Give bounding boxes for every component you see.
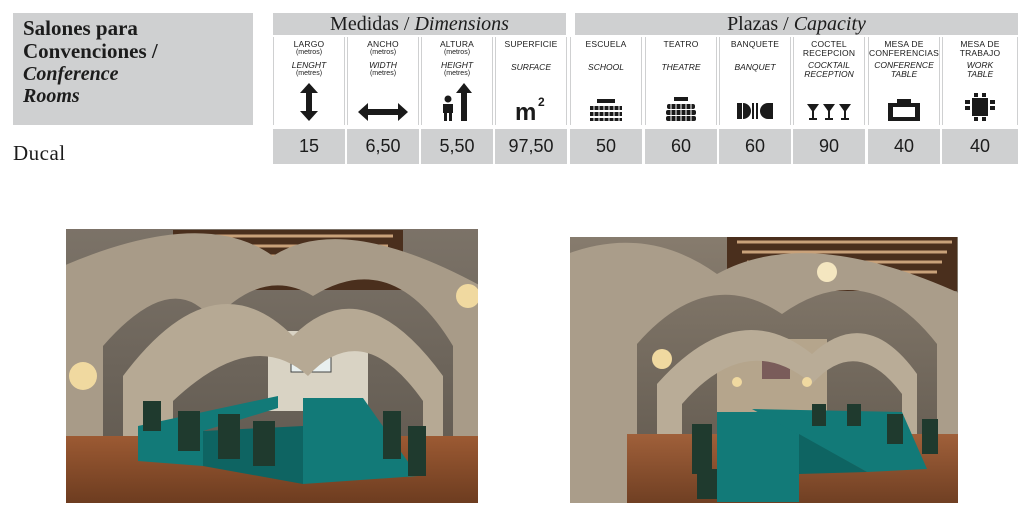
column-label-en: WIDTH xyxy=(369,60,397,70)
value-height: 5,50 xyxy=(421,129,493,164)
column-label-es: MESA DE CONFERENCIAS xyxy=(869,39,939,58)
column-label-en: LENGHT xyxy=(291,60,327,70)
column-label-en: BANQUET xyxy=(734,62,776,72)
column-unit-en: (metres) xyxy=(295,70,323,77)
title-line-4: Rooms xyxy=(23,85,80,107)
column-label-es: ALTURA xyxy=(439,39,475,49)
column-banquet: BANQUETE BANQUET xyxy=(719,37,791,125)
square-meters-icon: m 2 xyxy=(496,95,566,121)
theatre-layout-icon xyxy=(646,95,716,121)
conference-hall-photo-1 xyxy=(63,226,481,506)
title-block: Salones para Convenciones / Conference R… xyxy=(13,13,253,125)
value-length: 15 xyxy=(273,129,345,164)
banquet-layout-icon xyxy=(720,95,790,121)
dimensions-header-en: Dimensions xyxy=(414,13,509,35)
column-label-es: COCTEL RECEPCION xyxy=(802,39,856,58)
column-label-en: THEATRE xyxy=(661,62,701,72)
column-label-en: COCKTAIL RECEPTION xyxy=(804,60,854,79)
column-length: LARGO (metros) LENGHT (metres) xyxy=(273,37,345,125)
column-unit-es: (metros) xyxy=(443,49,471,56)
column-label-es: SUPERFICIE xyxy=(504,39,558,49)
column-label-es: ESCUELA xyxy=(585,39,627,49)
title-line-1: Salones para xyxy=(23,16,138,40)
title-line-2: Convenciones / xyxy=(23,39,158,63)
column-unit-es: (metros) xyxy=(369,49,397,56)
vertical-arrow-icon xyxy=(274,83,344,121)
conference-table-icon xyxy=(869,95,939,121)
column-label-es: TEATRO xyxy=(663,39,699,49)
column-width: ANCHO (metros) WIDTH (metres) xyxy=(347,37,419,125)
column-height: ALTURA (metros) HEIGHT (metres) xyxy=(421,37,493,125)
column-label-en: SCHOOL xyxy=(588,62,624,72)
column-label-en: CONFERENCE TABLE xyxy=(874,60,934,79)
column-label-es: MESA DE TRABAJO xyxy=(959,39,1001,58)
value-surface: 97,50 xyxy=(495,129,567,164)
column-unit-en: (metres) xyxy=(443,70,471,77)
column-theatre: TEATRO THEATRE xyxy=(645,37,717,125)
dimensions-header-es: Medidas / xyxy=(330,13,415,35)
cocktail-glasses-icon xyxy=(794,95,864,121)
value-school: 50 xyxy=(570,129,642,164)
value-conference-table: 40 xyxy=(868,129,940,164)
column-unit-es: (metros) xyxy=(295,49,323,56)
capacity-header-es: Plazas / xyxy=(727,13,794,35)
title-es: Salones para Convenciones / xyxy=(23,17,158,63)
column-label-es: LARGO xyxy=(293,39,325,49)
column-label-es: BANQUETE xyxy=(730,39,780,49)
capacity-header: Plazas / Capacity xyxy=(575,13,1018,35)
column-unit-en: (metres) xyxy=(369,70,397,77)
column-label-es: ANCHO xyxy=(367,39,399,49)
person-height-icon xyxy=(422,83,492,121)
value-work-table: 40 xyxy=(942,129,1018,164)
svg-text:2: 2 xyxy=(538,95,545,109)
value-banquet: 60 xyxy=(719,129,791,164)
column-surface: SUPERFICIE SURFACE m 2 xyxy=(495,37,567,125)
column-conference-table: MESA DE CONFERENCIAS CONFERENCE TABLE xyxy=(868,37,940,125)
value-theatre: 60 xyxy=(645,129,717,164)
svg-text:m: m xyxy=(515,99,536,121)
work-table-icon xyxy=(943,93,1017,121)
horizontal-arrow-icon xyxy=(348,95,418,121)
column-label-en: SURFACE xyxy=(511,62,551,72)
capacity-header-en: Capacity xyxy=(793,13,866,35)
column-label-en: WORK TABLE xyxy=(966,60,994,79)
value-width: 6,50 xyxy=(347,129,419,164)
title-en: Conference Rooms xyxy=(23,63,119,107)
dimensions-header: Medidas / Dimensions xyxy=(273,13,566,35)
room-name: Ducal xyxy=(13,141,66,165)
column-school: ESCUELA SCHOOL xyxy=(570,37,642,125)
school-layout-icon xyxy=(571,95,641,121)
column-work-table: MESA DE TRABAJO WORK TABLE xyxy=(942,37,1018,125)
column-label-en: HEIGHT xyxy=(440,60,474,70)
conference-hall-photo-2 xyxy=(567,234,961,506)
title-line-3: Conference xyxy=(23,63,119,85)
value-cocktail: 90 xyxy=(793,129,865,164)
column-cocktail: COCTEL RECEPCION COCKTAIL RECEPTION xyxy=(793,37,865,125)
